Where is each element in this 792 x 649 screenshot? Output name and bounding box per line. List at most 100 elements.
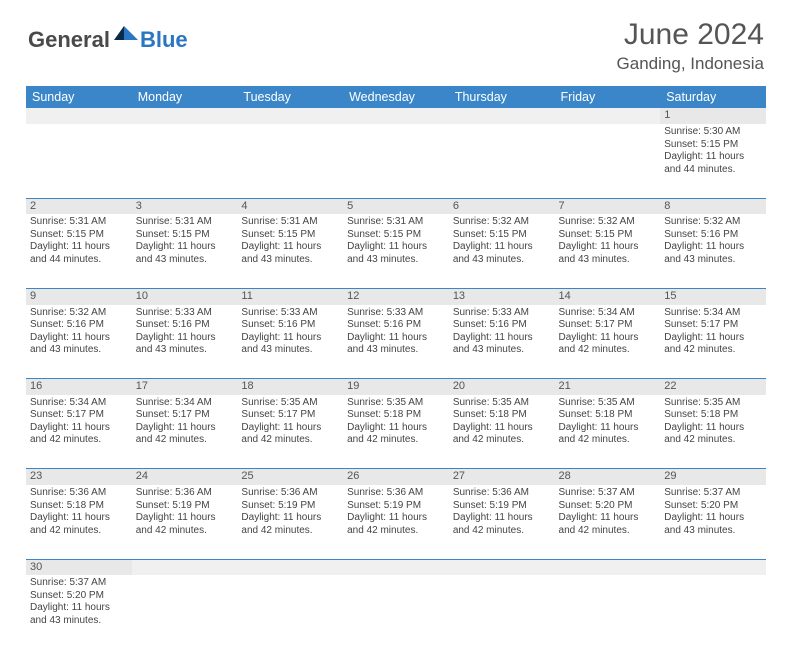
day-cell: Sunrise: 5:31 AMSunset: 5:15 PMDaylight:…	[26, 214, 132, 288]
daynum-row: 2345678	[26, 198, 766, 214]
day-header-row: Sunday Monday Tuesday Wednesday Thursday…	[26, 86, 766, 108]
sunset-line: Sunset: 5:16 PM	[453, 319, 551, 332]
month-title: June 2024	[617, 18, 764, 52]
sunrise-line: Sunrise: 5:35 AM	[453, 397, 551, 410]
sunrise-line: Sunrise: 5:36 AM	[347, 487, 445, 500]
day-cell: Sunrise: 5:37 AMSunset: 5:20 PMDaylight:…	[555, 485, 661, 559]
daynum-cell	[343, 108, 449, 124]
day-number: 15	[664, 290, 676, 302]
day-cell: Sunrise: 5:37 AMSunset: 5:20 PMDaylight:…	[26, 575, 132, 649]
daylight-line: Daylight: 11 hours and 44 minutes.	[30, 241, 128, 266]
daylight-line: Daylight: 11 hours and 43 minutes.	[30, 602, 128, 627]
sunrise-line: Sunrise: 5:30 AM	[664, 126, 762, 139]
daylight-line: Daylight: 11 hours and 43 minutes.	[664, 241, 762, 266]
daynum-cell	[132, 559, 238, 575]
sunrise-line: Sunrise: 5:32 AM	[30, 307, 128, 320]
day-cell: Sunrise: 5:35 AMSunset: 5:18 PMDaylight:…	[449, 395, 555, 469]
week-row: Sunrise: 5:32 AM Sunset: 5:16 PM Daylight:…	[26, 305, 766, 379]
daynum-cell: 18	[237, 379, 343, 395]
daynum-cell: 5	[343, 198, 449, 214]
sunset-line: Sunset: 5:15 PM	[664, 139, 762, 152]
day-number: 9	[30, 290, 36, 302]
daynum-cell: 15	[660, 288, 766, 304]
daylight-line: Daylight: 11 hours and 42 minutes.	[241, 512, 339, 537]
daynum-cell	[237, 108, 343, 124]
day-cell	[343, 575, 449, 649]
daylight-line: Daylight: 11 hours and 43 minutes.	[347, 241, 445, 266]
day-cell: Sunrise: 5:32 AMSunset: 5:15 PMDaylight:…	[555, 214, 661, 288]
day-number: 24	[136, 470, 148, 482]
day-cell: Sunrise: 5:33 AMSunset: 5:16 PMDaylight:…	[237, 305, 343, 379]
week-row: Sunrise: 5:36 AMSunset: 5:18 PMDaylight:…	[26, 485, 766, 559]
daynum-cell	[26, 108, 132, 124]
daynum-cell: 25	[237, 469, 343, 485]
daynum-cell: 17	[132, 379, 238, 395]
day-number: 25	[241, 470, 253, 482]
sunrise-line: Sunrise: 5:33 AM	[453, 307, 551, 320]
day-cell	[343, 124, 449, 198]
sunset-line: Sunset: 5:20 PM	[664, 500, 762, 513]
day-cell: Sunrise: 5:34 AMSunset: 5:17 PMDaylight:…	[132, 395, 238, 469]
daynum-cell: 28	[555, 469, 661, 485]
day-cell	[449, 124, 555, 198]
sunset-line: Sunset: 5:15 PM	[241, 229, 339, 242]
daylight-line: Daylight: 11 hours and 42 minutes.	[559, 332, 657, 357]
day-number: 23	[30, 470, 42, 482]
day-header: Friday	[555, 86, 661, 108]
sunset-line: Sunset: 5:19 PM	[347, 500, 445, 513]
day-cell: Sunrise: 5:36 AMSunset: 5:19 PMDaylight:…	[449, 485, 555, 559]
day-cell: Sunrise: 5:36 AMSunset: 5:19 PMDaylight:…	[237, 485, 343, 559]
sunrise-line: Sunrise: 5:33 AM	[241, 307, 339, 320]
week-row: Sunrise: 5:37 AMSunset: 5:20 PMDaylight:…	[26, 575, 766, 649]
day-number: 22	[664, 380, 676, 392]
day-number: 4	[241, 200, 247, 212]
daynum-cell: 24	[132, 469, 238, 485]
day-cell: Sunrise: 5:34 AMSunset: 5:17 PMDaylight:…	[26, 395, 132, 469]
sunset-line: Sunset: 5:15 PM	[30, 229, 128, 242]
sunset-line: Sunset: 5:17 PM	[559, 319, 657, 332]
sunrise-line: Sunrise: 5:31 AM	[241, 216, 339, 229]
daynum-row: 9101112131415	[26, 288, 766, 304]
sunset-line: Sunset: 5:17 PM	[136, 409, 234, 422]
sunset-line: Sunset: 5:18 PM	[559, 409, 657, 422]
day-cell: Sunrise: 5:33 AMSunset: 5:16 PMDaylight:…	[449, 305, 555, 379]
daylight-line: Daylight: 11 hours and 43 minutes.	[30, 332, 128, 357]
sunset-line: Sunset: 5:17 PM	[241, 409, 339, 422]
day-header: Sunday	[26, 86, 132, 108]
sunrise-line: Sunrise: 5:34 AM	[30, 397, 128, 410]
day-number: 8	[664, 200, 670, 212]
daynum-cell: 30	[26, 559, 132, 575]
daylight-line: Daylight: 11 hours and 42 minutes.	[347, 422, 445, 447]
sunrise-line: Sunrise: 5:32 AM	[453, 216, 551, 229]
daynum-row: 30	[26, 559, 766, 575]
day-header: Wednesday	[343, 86, 449, 108]
day-header: Thursday	[449, 86, 555, 108]
sunrise-line: Sunrise: 5:35 AM	[664, 397, 762, 410]
daynum-cell	[237, 559, 343, 575]
week-row: Sunrise: 5:31 AMSunset: 5:15 PMDaylight:…	[26, 214, 766, 288]
day-number: 11	[241, 290, 252, 302]
day-header: Tuesday	[237, 86, 343, 108]
sunrise-line: Sunrise: 5:37 AM	[30, 577, 128, 590]
daylight-line: Daylight: 11 hours and 44 minutes.	[664, 151, 762, 176]
sunset-line: Sunset: 5:20 PM	[559, 500, 657, 513]
daynum-cell	[132, 108, 238, 124]
daylight-line: Daylight: 11 hours and 42 minutes.	[136, 512, 234, 537]
day-cell	[132, 575, 238, 649]
daylight-line: Daylight: 11 hours and 42 minutes.	[664, 422, 762, 447]
calendar-table: Sunday Monday Tuesday Wednesday Thursday…	[26, 86, 766, 649]
day-cell	[555, 575, 661, 649]
day-cell	[132, 124, 238, 198]
day-cell	[660, 575, 766, 649]
daylight-line: Daylight: 11 hours and 42 minutes.	[664, 332, 762, 357]
day-cell: Sunrise: 5:33 AMSunset: 5:16 PMDaylight:…	[132, 305, 238, 379]
title-block: June 2024 Ganding, Indonesia	[617, 18, 764, 74]
daynum-cell	[449, 559, 555, 575]
day-cell: Sunrise: 5:34 AMSunset: 5:17 PMDaylight:…	[555, 305, 661, 379]
day-cell: Sunrise: 5:31 AMSunset: 5:15 PMDaylight:…	[132, 214, 238, 288]
sunset-line: Sunset: 5:19 PM	[453, 500, 551, 513]
day-cell: Sunrise: 5:32 AMSunset: 5:15 PMDaylight:…	[449, 214, 555, 288]
sunset-line: Sunset: 5:17 PM	[664, 319, 762, 332]
daynum-cell: 21	[555, 379, 661, 395]
day-number: 10	[136, 290, 148, 302]
